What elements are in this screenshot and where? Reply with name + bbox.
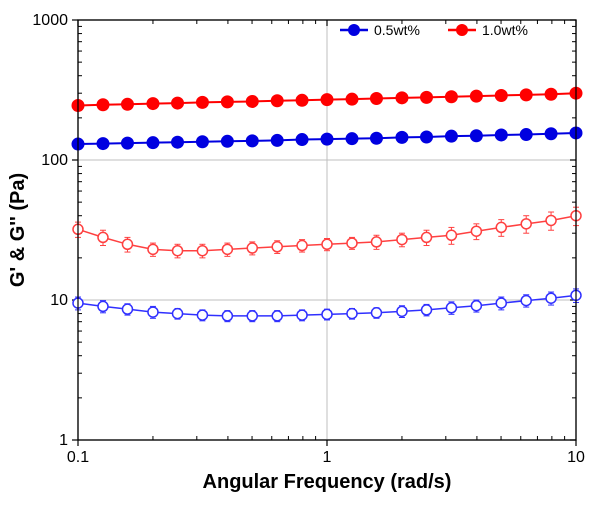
legend-label: 1.0wt% xyxy=(482,22,528,38)
legend-label: 0.5wt% xyxy=(374,22,420,38)
y-tick-label: 1 xyxy=(59,432,68,449)
chart-container: { "chart": { "type": "line-scatter-log-l… xyxy=(0,0,602,511)
x-tick-label: 1 xyxy=(323,449,332,466)
x-axis-label: Angular Frequency (rad/s) xyxy=(203,471,452,493)
y-tick-label: 10 xyxy=(50,292,68,309)
y-axis-label: G' & G'' (Pa) xyxy=(7,173,29,287)
x-tick-label: 0.1 xyxy=(67,449,89,466)
chart-svg: 11010010000.1110Angular Frequency (rad/s… xyxy=(0,0,602,511)
y-tick-label: 1000 xyxy=(32,12,68,29)
y-tick-label: 100 xyxy=(41,152,68,169)
x-tick-label: 10 xyxy=(567,449,585,466)
